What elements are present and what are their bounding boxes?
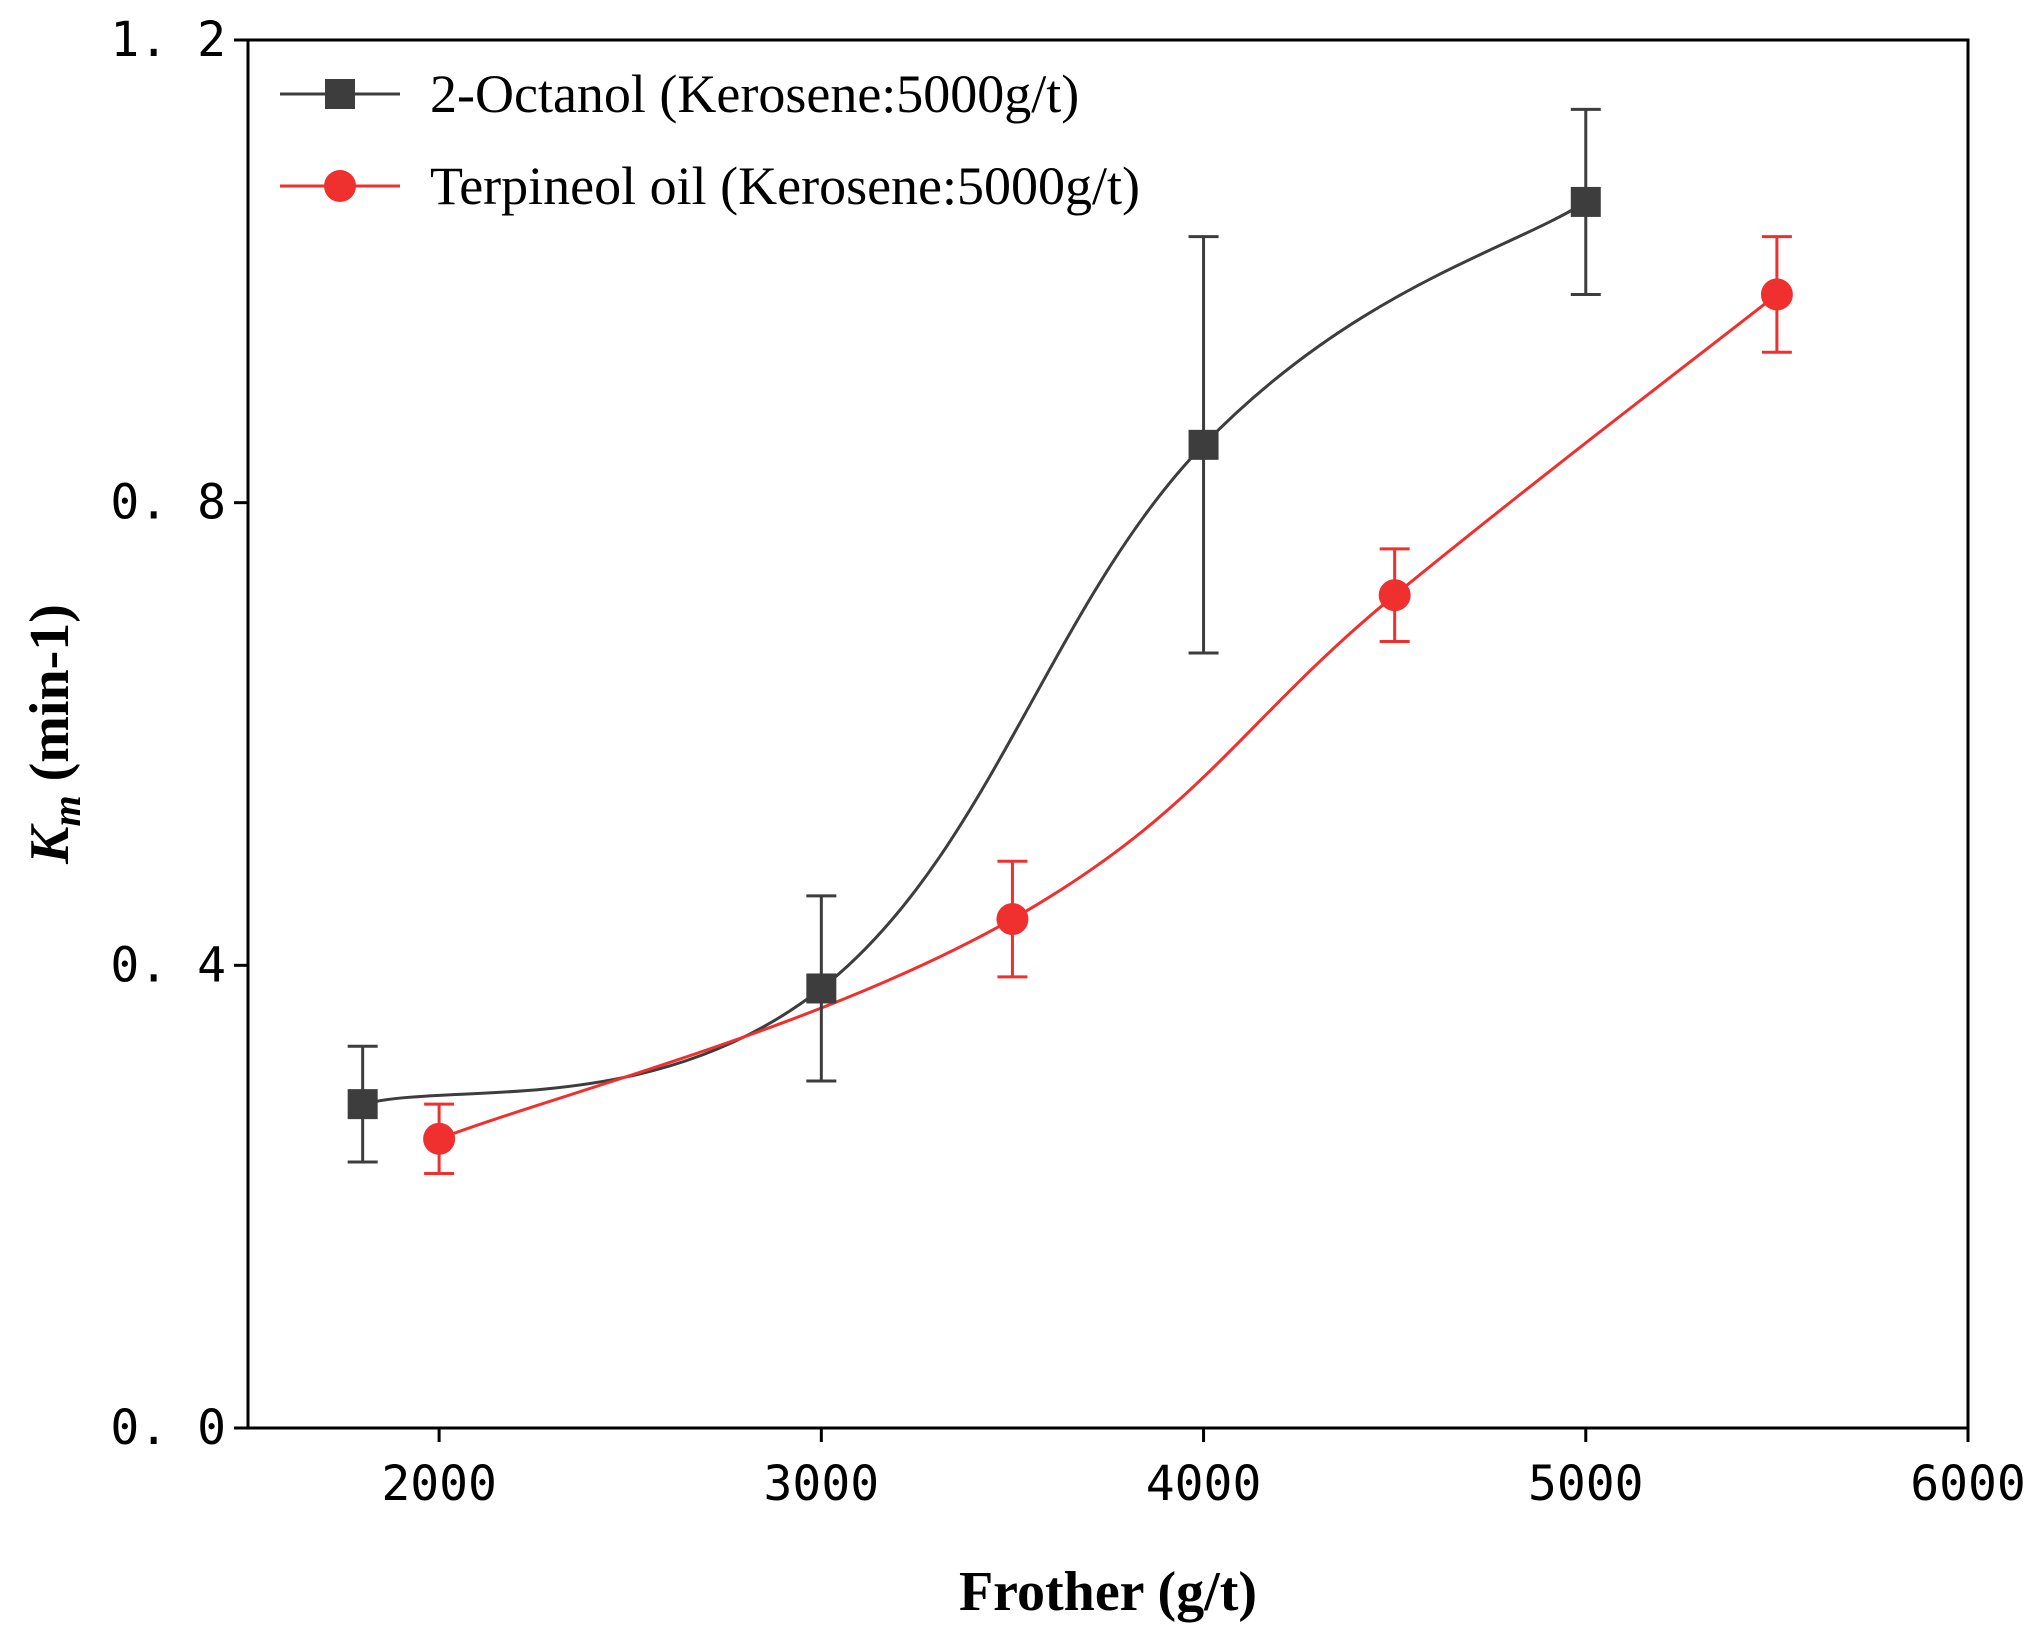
curves-layer bbox=[362, 200, 1778, 1141]
y-tick-label: 0. 0 bbox=[110, 1400, 226, 1456]
x-tick-label: 4000 bbox=[1146, 1456, 1262, 1512]
y-axis-title-sub: m bbox=[44, 795, 89, 826]
legend-marker-square bbox=[325, 79, 355, 109]
y-axis-title: Km (min-1) bbox=[19, 604, 89, 865]
y-tick-label: 0. 8 bbox=[110, 475, 226, 531]
data-point-circle bbox=[1760, 278, 1793, 311]
y-tick-label: 1. 2 bbox=[110, 12, 226, 68]
series-line bbox=[438, 293, 1778, 1141]
x-tick-label: 5000 bbox=[1528, 1456, 1644, 1512]
data-point-square bbox=[1570, 186, 1601, 217]
y-axis-title-unit: (min-1) bbox=[19, 604, 81, 795]
y-tick-label: 0. 4 bbox=[110, 937, 226, 993]
x-tick-label: 2000 bbox=[381, 1456, 497, 1512]
data-point-circle bbox=[423, 1122, 456, 1155]
ticks-layer: 2000 3000 4000 5000 6000 0. 0 0. 4 0. 8 1. 2 bbox=[110, 12, 2025, 1512]
legend-label: 2-Octanol (Kerosene:5000g/t) bbox=[430, 64, 1079, 124]
marker-layer bbox=[347, 186, 1793, 1155]
data-point-circle bbox=[996, 903, 1029, 936]
plot-frame bbox=[246, 38, 1970, 1430]
series-line bbox=[362, 200, 1587, 1106]
data-point-square bbox=[347, 1089, 378, 1120]
x-tick-label: 6000 bbox=[1910, 1456, 2026, 1512]
data-point-square bbox=[1188, 429, 1219, 460]
y-axis-title-main: K bbox=[19, 823, 81, 865]
data-point-square bbox=[806, 973, 837, 1004]
errorbar-layer bbox=[347, 107, 1792, 1176]
x-tick-label: 3000 bbox=[764, 1456, 880, 1512]
legend-label: Terpineol oil (Kerosene:5000g/t) bbox=[430, 156, 1140, 216]
data-point-circle bbox=[1378, 579, 1411, 612]
x-axis-title: Frother (g/t) bbox=[959, 1561, 1257, 1623]
legend: 2-Octanol (Kerosene:5000g/t) Terpineol oi… bbox=[280, 64, 1140, 216]
legend-marker-circle bbox=[324, 170, 356, 202]
